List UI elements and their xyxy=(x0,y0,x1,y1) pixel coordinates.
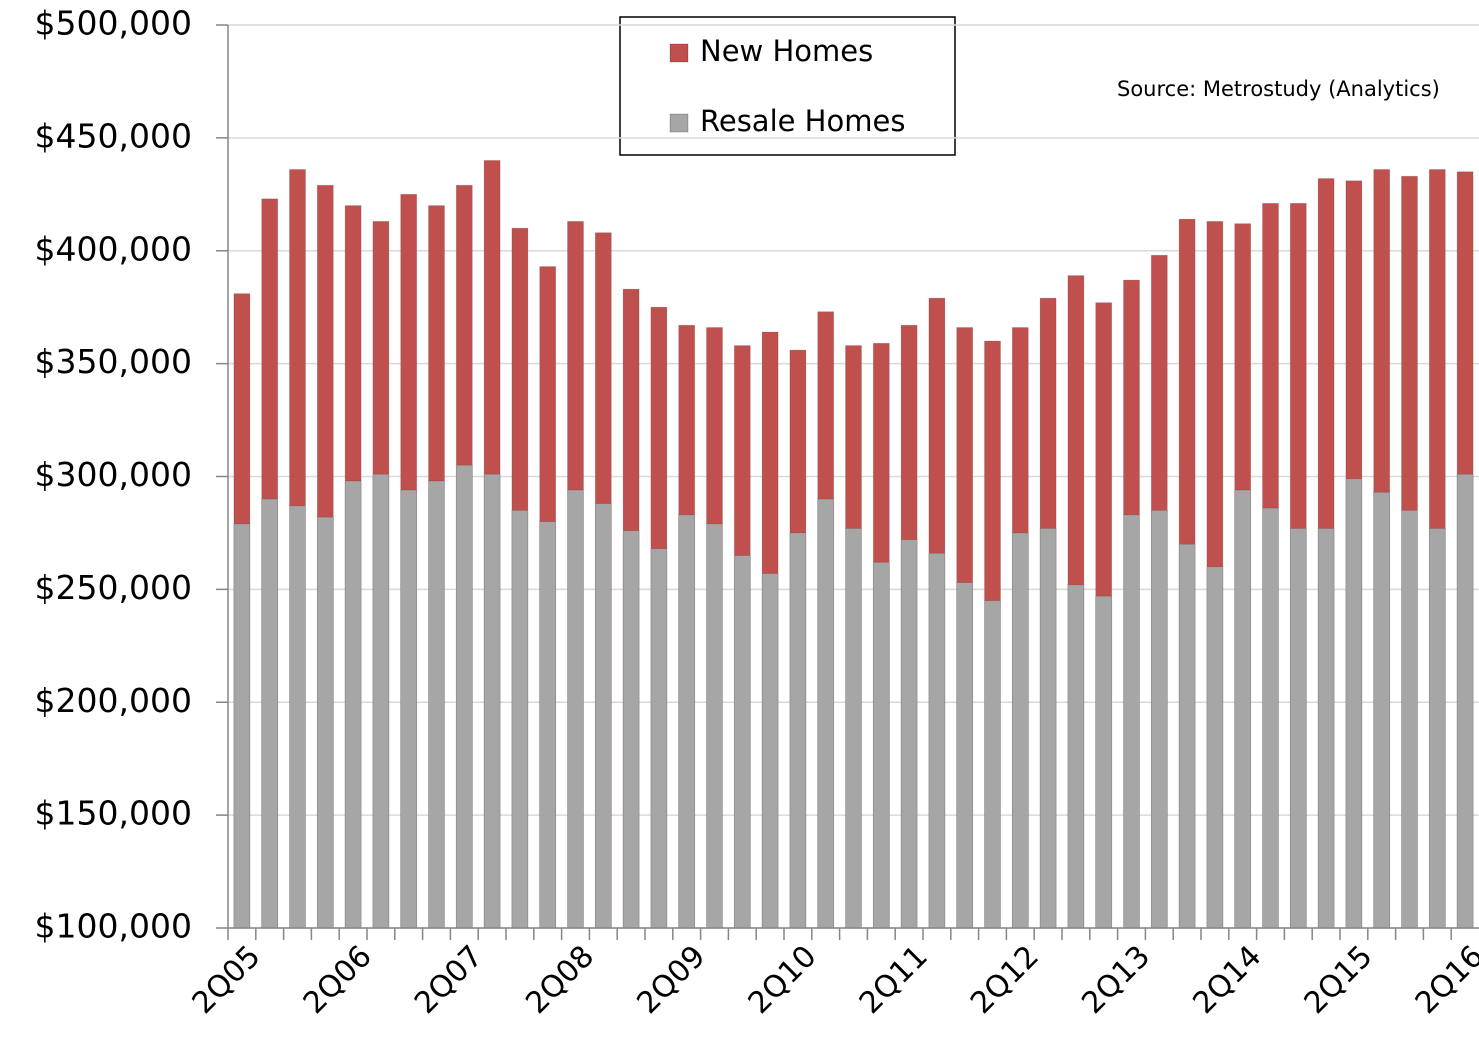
bar xyxy=(261,498,279,929)
y-tick-label: $100,000 xyxy=(35,907,192,946)
bar xyxy=(400,489,418,929)
legend-swatch xyxy=(669,43,689,63)
bar xyxy=(1456,473,1474,929)
legend-label: Resale Homes xyxy=(700,104,905,138)
bar xyxy=(567,489,584,929)
bar xyxy=(984,600,1001,929)
bar xyxy=(1317,528,1335,929)
legend-label: New Homes xyxy=(700,34,873,68)
x-tick-label: 2Q16 xyxy=(1409,939,1479,1021)
bar xyxy=(845,528,862,929)
bar xyxy=(1401,509,1418,929)
bar xyxy=(1345,478,1363,929)
bar xyxy=(428,480,445,929)
bar xyxy=(789,532,807,929)
bar xyxy=(1262,507,1279,929)
bar xyxy=(594,503,612,929)
bar xyxy=(511,509,529,929)
bar xyxy=(872,561,890,929)
x-tick-label: 2Q06 xyxy=(297,939,379,1021)
annotation: Source: Metrostudy (Analytics) xyxy=(1117,77,1440,101)
bar xyxy=(1039,528,1057,929)
legend-swatch xyxy=(669,113,689,133)
x-tick-label: 2Q05 xyxy=(186,939,268,1021)
y-tick-label: $250,000 xyxy=(35,568,192,607)
bar xyxy=(1150,509,1168,929)
bar xyxy=(650,548,668,929)
y-tick-label: $450,000 xyxy=(35,116,192,155)
bar xyxy=(733,555,751,929)
x-tick-label: 2Q10 xyxy=(742,939,824,1021)
bar xyxy=(817,498,835,929)
y-tick-label: $350,000 xyxy=(35,342,192,381)
x-tick-label: 2Q11 xyxy=(853,939,935,1021)
y-tick-label: $150,000 xyxy=(35,794,192,833)
bar xyxy=(1289,528,1307,929)
bar xyxy=(233,523,251,929)
bar xyxy=(928,552,946,929)
x-tick-label: 2Q14 xyxy=(1186,939,1268,1021)
bar xyxy=(1428,528,1446,929)
bar xyxy=(1011,532,1029,929)
y-tick-label: $200,000 xyxy=(35,681,192,720)
bar xyxy=(455,464,473,929)
bar xyxy=(1178,543,1196,929)
bar xyxy=(900,539,918,929)
bar xyxy=(678,514,696,929)
bar xyxy=(1373,491,1391,929)
bar xyxy=(622,530,640,929)
x-tick-label: 2Q07 xyxy=(408,939,490,1021)
bar xyxy=(289,505,306,929)
bar xyxy=(1123,514,1140,929)
x-tick-label: 2Q09 xyxy=(630,939,712,1021)
bar xyxy=(761,573,779,929)
bar xyxy=(344,480,362,929)
x-tick-label: 2Q12 xyxy=(964,939,1046,1021)
bar xyxy=(1206,566,1224,929)
x-tick-label: 2Q08 xyxy=(519,939,601,1021)
x-tick-label: 2Q15 xyxy=(1298,939,1380,1021)
bar xyxy=(372,473,390,929)
y-tick-label: $400,000 xyxy=(35,229,192,268)
bar xyxy=(1234,489,1252,929)
bar xyxy=(956,582,974,929)
bar xyxy=(706,523,723,929)
x-tick-label: 2Q13 xyxy=(1075,939,1157,1021)
bar xyxy=(1095,595,1113,929)
y-tick-label: $300,000 xyxy=(35,455,192,494)
y-tick-label: $500,000 xyxy=(35,4,192,43)
bar xyxy=(483,473,501,929)
bar xyxy=(539,521,557,929)
bar xyxy=(316,516,334,929)
bar xyxy=(1067,584,1085,929)
